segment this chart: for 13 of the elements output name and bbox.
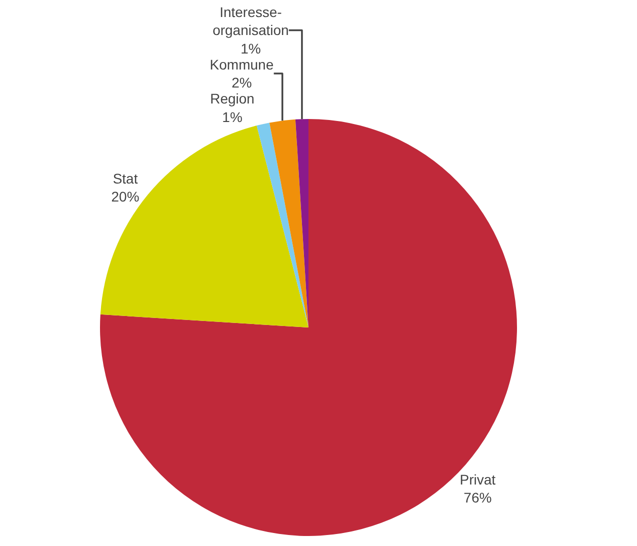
data-label: 1% [222,108,242,125]
slice-label: Privat [460,471,496,488]
data-label: 76% [464,490,492,506]
slice-label: Region [210,90,254,107]
pie-slice [256,122,308,328]
slice-label: Kommune [210,56,274,72]
data-label: 20% [111,188,140,205]
pie-slice [269,119,308,328]
pie-slice [100,126,308,328]
slice-label: Stat [112,170,138,187]
slice-label: Interesse-organisation [212,4,289,38]
data-label: 2% [232,74,252,91]
data-label: 1% [240,40,261,56]
